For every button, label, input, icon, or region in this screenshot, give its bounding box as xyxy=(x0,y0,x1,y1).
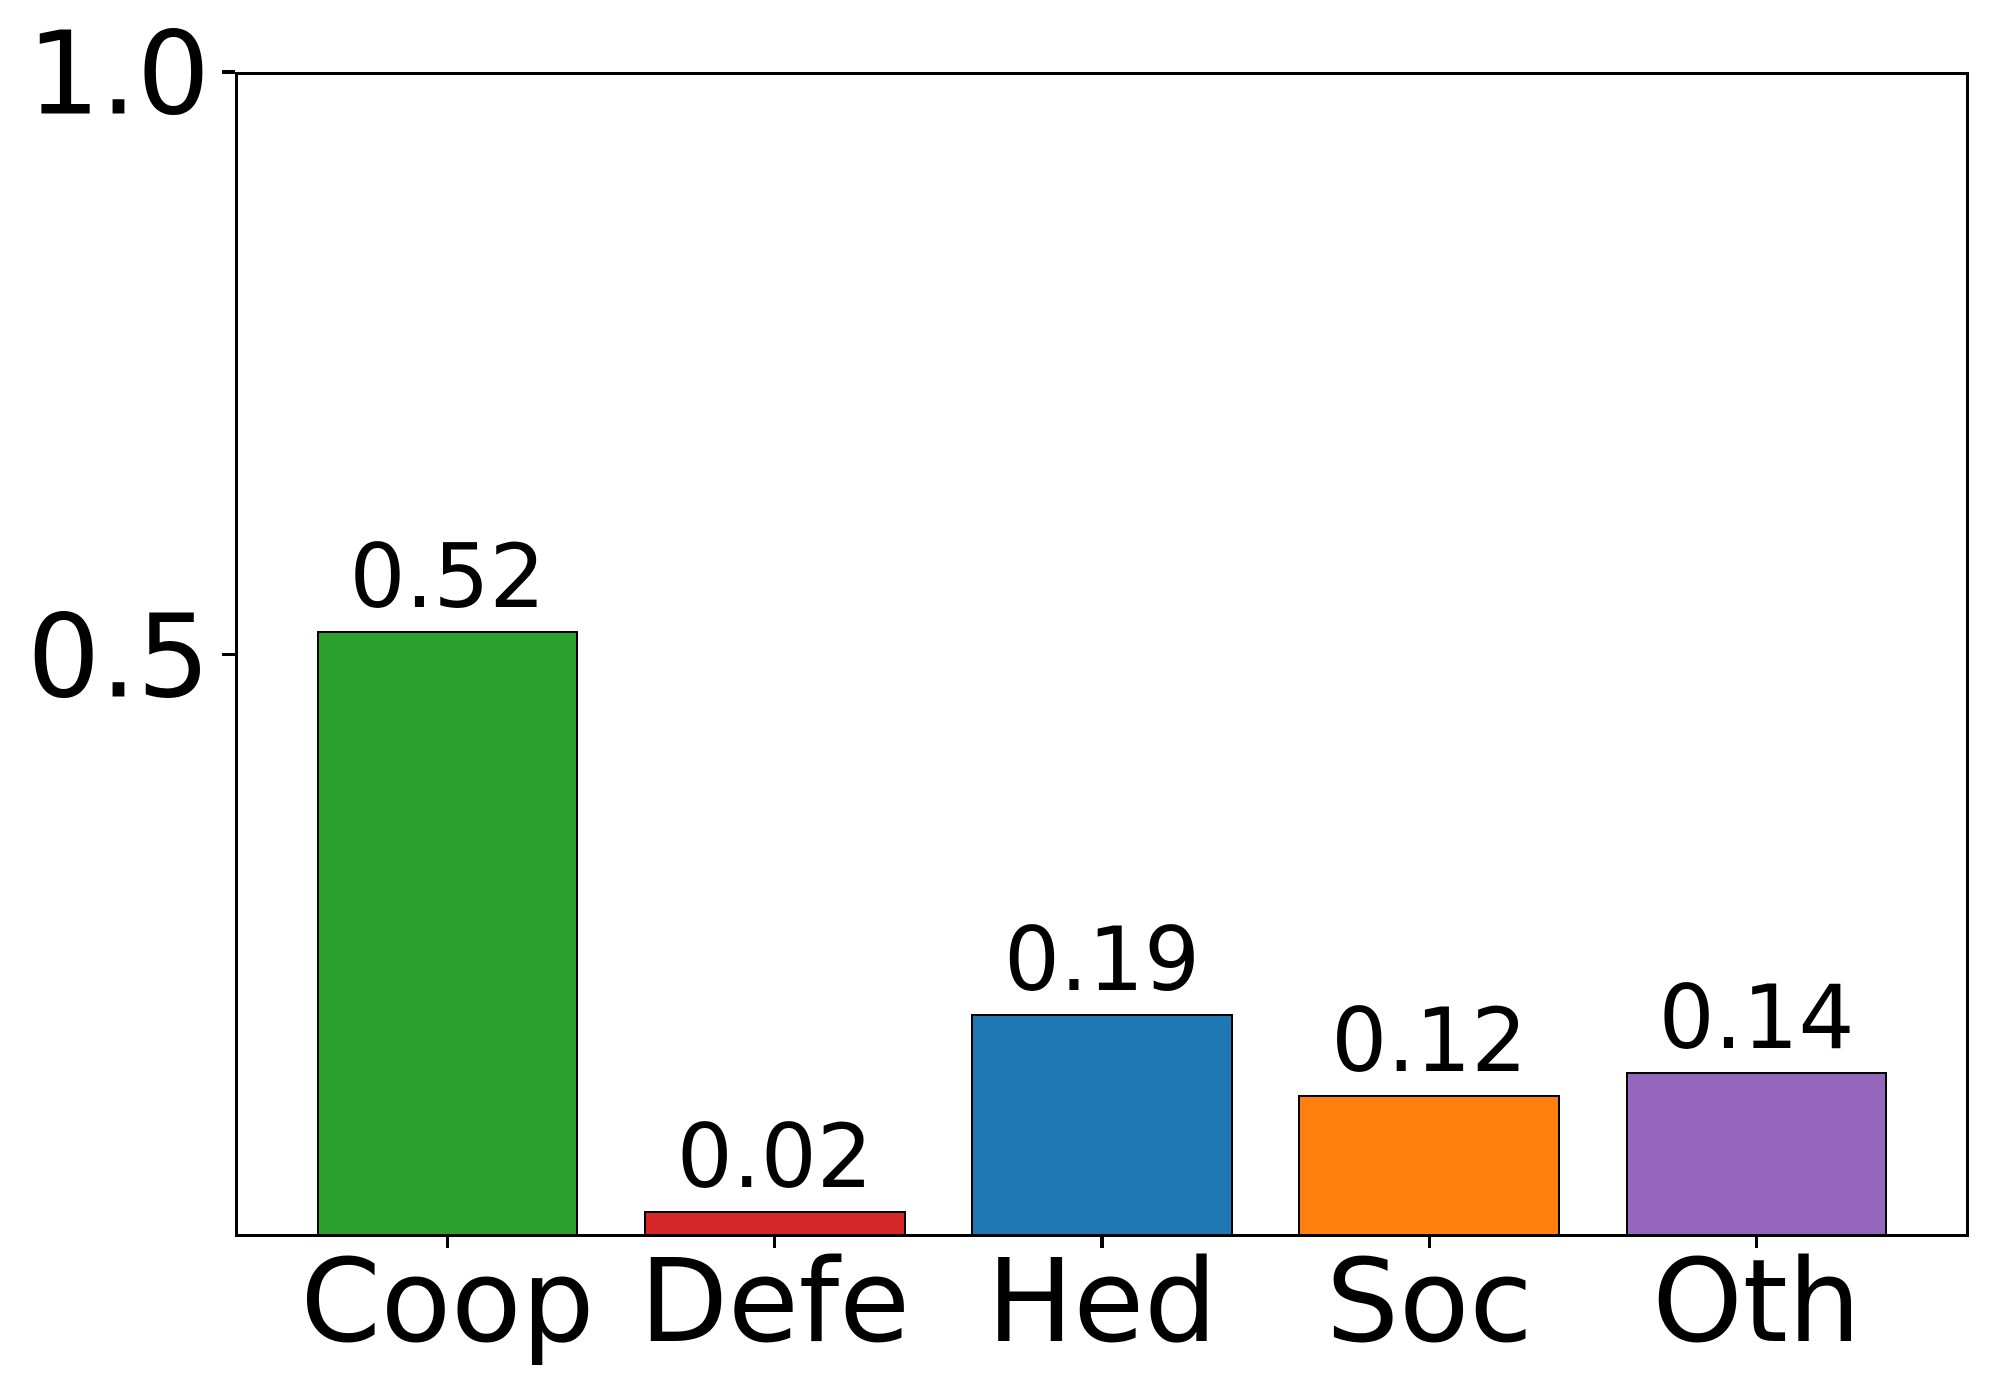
bar-value-label: 0.02 xyxy=(676,1104,873,1208)
y-tick-mark xyxy=(222,652,235,657)
x-tick-label-soc: Soc xyxy=(1325,1235,1533,1369)
x-tick-mark xyxy=(1427,1237,1432,1248)
y-tick-label: 1.0 xyxy=(27,7,210,142)
x-tick-label-coop: Coop xyxy=(300,1235,595,1369)
x-tick-label-defe: Defe xyxy=(639,1235,910,1369)
bars-layer: 0.52 0.02 0.19 0.12 0.14 xyxy=(238,75,1966,1234)
x-tick-mark xyxy=(1754,1237,1759,1248)
x-tick-label-oth: Oth xyxy=(1652,1235,1861,1369)
x-tick-mark xyxy=(1100,1237,1104,1248)
bar-value-label: 0.14 xyxy=(1658,965,1855,1069)
y-tick-mark xyxy=(222,70,235,74)
bar-value-label: 0.19 xyxy=(1004,907,1200,1011)
y-tick-label: 0.5 xyxy=(27,590,210,724)
bar-defe xyxy=(643,1210,906,1234)
bar-soc xyxy=(1298,1094,1561,1234)
bar-coop xyxy=(316,631,579,1234)
x-tick-label-hed: Hed xyxy=(986,1235,1218,1369)
x-tick-mark xyxy=(772,1237,777,1248)
bar-oth xyxy=(1625,1071,1888,1234)
bar-value-label: 0.12 xyxy=(1331,988,1528,1092)
bar-value-label: 0.52 xyxy=(349,525,546,629)
bar-hed xyxy=(971,1013,1233,1234)
x-tick-mark xyxy=(445,1237,450,1248)
plot-area: 0.52 0.02 0.19 0.12 0.14 xyxy=(235,72,1969,1237)
